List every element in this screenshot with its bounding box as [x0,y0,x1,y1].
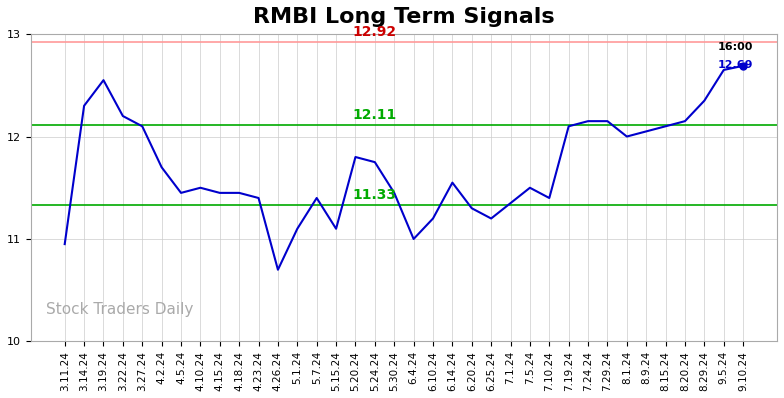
Text: 12.11: 12.11 [353,108,397,122]
Text: Stock Traders Daily: Stock Traders Daily [45,302,193,317]
Title: RMBI Long Term Signals: RMBI Long Term Signals [253,7,555,27]
Text: 16:00: 16:00 [717,42,753,52]
Text: 12.69: 12.69 [717,60,753,70]
Text: 11.33: 11.33 [353,188,397,202]
Text: 12.92: 12.92 [353,25,397,39]
